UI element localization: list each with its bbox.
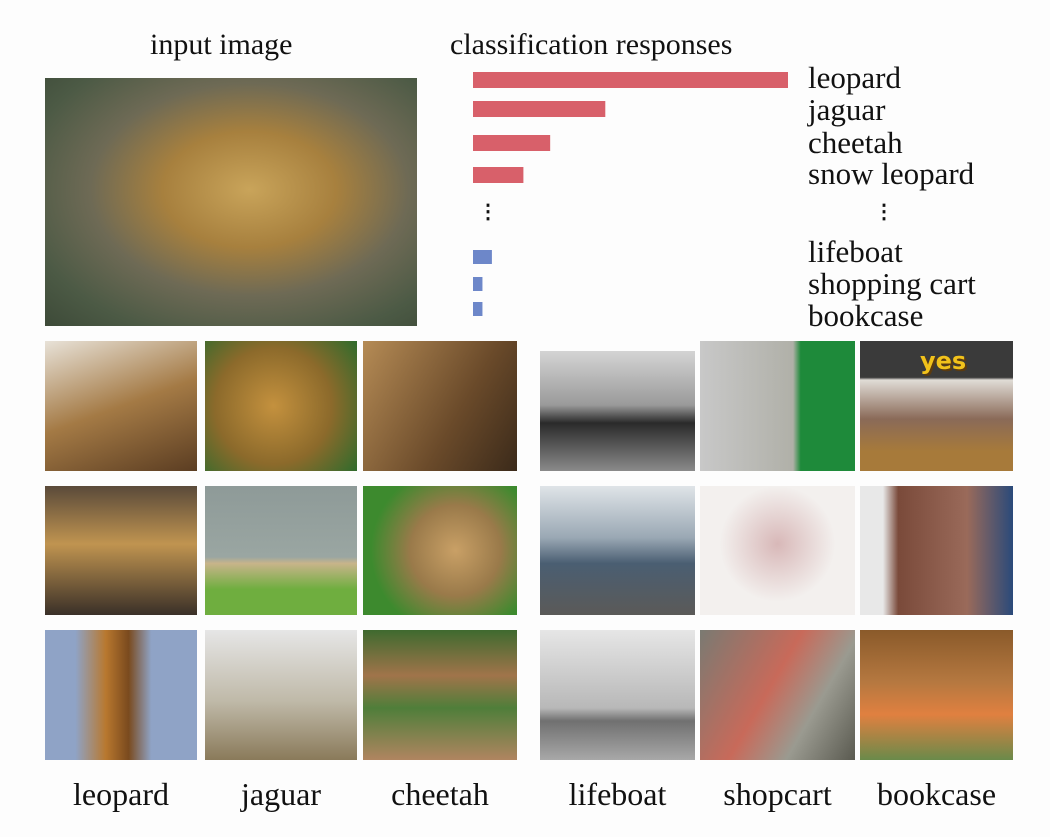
cheetah-example-2	[363, 486, 517, 615]
lifeboat-example-1	[540, 351, 695, 471]
bar-ellipsis: ⋮	[478, 201, 498, 223]
bookcase-example-2	[860, 486, 1013, 615]
leopard-example-3	[45, 630, 197, 760]
shopcart-example-2	[700, 486, 855, 615]
bar-shopping-cart	[473, 277, 483, 291]
leopard-example-1	[45, 341, 197, 471]
cheetah-example-1	[363, 341, 517, 471]
jaguar-example-2	[205, 486, 357, 615]
leopard-example-2	[45, 486, 197, 615]
caption-leopard: leopard	[73, 776, 169, 812]
shopcart-example-3	[700, 630, 855, 760]
label-lifeboat: lifeboat	[808, 234, 903, 269]
bookcase-example-1: yes	[860, 341, 1013, 471]
label-bookcase: bookcase	[808, 298, 924, 333]
input-leopard-image	[45, 78, 417, 326]
caption-jaguar: jaguar	[241, 776, 321, 812]
yes-sign: yes	[920, 347, 967, 375]
bar-jaguar	[473, 101, 606, 117]
jaguar-example-3	[205, 630, 357, 760]
bookcase-example-3	[860, 630, 1013, 760]
caption-cheetah: cheetah	[391, 776, 489, 812]
label-shopping-cart: shopping cart	[808, 266, 976, 301]
cheetah-example-3	[363, 630, 517, 760]
bar-snow-leopard	[473, 167, 524, 183]
lifeboat-example-3	[540, 630, 695, 760]
bar-cheetah	[473, 135, 551, 151]
shopcart-example-1	[700, 341, 855, 471]
jaguar-example-1	[205, 341, 357, 471]
label-leopard: leopard	[808, 60, 901, 95]
chart-title: classification responses	[450, 28, 733, 61]
input-image-title: input image	[150, 28, 293, 61]
bar-bookcase	[473, 302, 483, 316]
label-snow-leopard: snow leopard	[808, 156, 975, 191]
label-cheetah: cheetah	[808, 125, 903, 160]
bar-lifeboat	[473, 250, 492, 264]
label-ellipsis: ⋮	[874, 201, 894, 223]
caption-lifeboat: lifeboat	[568, 776, 667, 812]
caption-bookcase: bookcase	[876, 776, 997, 812]
caption-shopcart: shopcart	[723, 776, 832, 812]
label-jaguar: jaguar	[808, 92, 886, 127]
lifeboat-example-2	[540, 486, 695, 615]
bar-leopard	[473, 72, 788, 88]
